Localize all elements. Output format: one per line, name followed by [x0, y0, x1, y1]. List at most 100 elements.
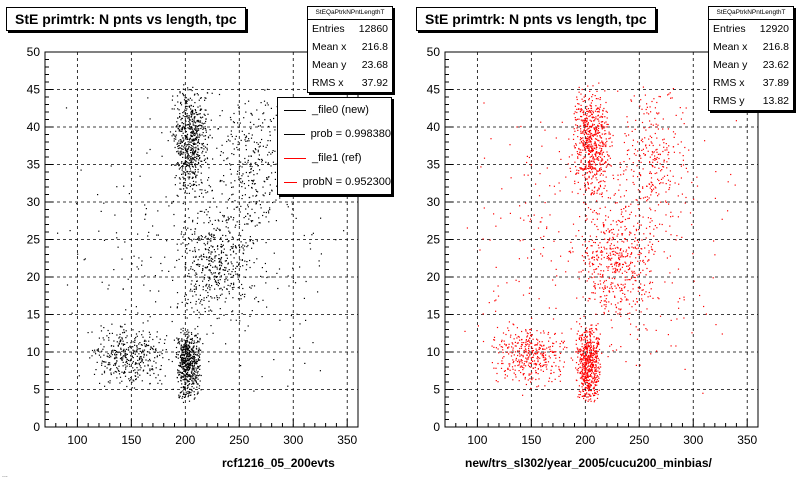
- scatter-point: [204, 114, 206, 116]
- scatter-point: [201, 258, 203, 261]
- scatter-point: [181, 397, 183, 399]
- scatter-point: [611, 257, 613, 259]
- scatter-point: [188, 118, 190, 120]
- scatter-point: [195, 294, 197, 296]
- scatter-point: [662, 118, 664, 120]
- scatter-point: [191, 386, 193, 388]
- scatter-point: [136, 371, 138, 373]
- scatter-point: [152, 338, 154, 341]
- scatter-point: [578, 350, 580, 352]
- scatter-point: [180, 359, 182, 361]
- scatter-point: [589, 141, 591, 143]
- scatter-point: [542, 330, 545, 332]
- scatter-point: [597, 159, 599, 161]
- scatter-point: [186, 336, 189, 338]
- scatter-point: [584, 166, 586, 168]
- scatter-point: [517, 364, 519, 367]
- scatter-point: [587, 400, 589, 402]
- scatter-point: [116, 341, 118, 343]
- scatter-point: [200, 179, 202, 181]
- scatter-point: [201, 272, 203, 274]
- scatter-point: [673, 151, 675, 153]
- scatter-point: [637, 204, 639, 206]
- scatter-point: [519, 362, 521, 364]
- scatter-point: [192, 268, 194, 271]
- scatter-point: [608, 301, 610, 303]
- scatter-point: [606, 286, 608, 288]
- scatter-point: [185, 344, 187, 347]
- scatter-point: [192, 188, 194, 190]
- scatter-point: [194, 93, 196, 95]
- scatter-point: [606, 151, 608, 153]
- scatter-point: [225, 278, 227, 280]
- scatter-point: [592, 110, 594, 112]
- scatter-point: [241, 166, 243, 168]
- scatter-point: [209, 263, 211, 265]
- scatter-point: [610, 223, 612, 226]
- scatter-point: [123, 185, 125, 187]
- scatter-point: [605, 110, 607, 112]
- scatter-point: [594, 153, 596, 155]
- scatter-point: [287, 385, 289, 387]
- scatter-point: [110, 345, 112, 347]
- scatter-point: [201, 160, 203, 162]
- scatter-point: [189, 363, 192, 366]
- scatter-point: [581, 373, 583, 375]
- scatter-point: [246, 246, 248, 248]
- scatter-point: [268, 221, 270, 223]
- scatter-point: [207, 237, 209, 239]
- scatter-point: [223, 314, 225, 316]
- scatter-point: [640, 139, 642, 142]
- scatter-point: [685, 196, 687, 199]
- scatter-point: [585, 389, 587, 392]
- scatter-point: [188, 335, 190, 337]
- scatter-point: [587, 363, 589, 365]
- scatter-point: [657, 113, 659, 115]
- scatter-point: [267, 154, 269, 156]
- scatter-point: [192, 138, 194, 140]
- scatter-point: [577, 396, 579, 398]
- scatter-point: [196, 129, 198, 131]
- scatter-point: [607, 269, 609, 271]
- scatter-point: [91, 355, 93, 357]
- scatter-point: [258, 146, 260, 148]
- scatter-point: [600, 121, 602, 123]
- scatter-point: [603, 270, 605, 272]
- scatter-point: [596, 225, 598, 228]
- scatter-point: [197, 372, 199, 374]
- scatter-point: [183, 84, 185, 86]
- scatter-point: [589, 129, 592, 131]
- scatter-point: [632, 162, 634, 164]
- scatter-point: [531, 351, 533, 353]
- scatter-point: [595, 251, 597, 253]
- scatter-point: [205, 285, 207, 287]
- scatter-point: [153, 372, 155, 375]
- scatter-point: [227, 241, 229, 243]
- scatter-point: [604, 233, 606, 235]
- scatter-point: [192, 295, 194, 297]
- scatter-point: [594, 392, 596, 394]
- scatter-point: [182, 353, 184, 356]
- scatter-point: [586, 382, 588, 384]
- scatter-point: [147, 365, 149, 367]
- scatter-point: [665, 183, 667, 185]
- scatter-point: [630, 99, 632, 101]
- scatter-point: [610, 303, 612, 305]
- scatter-point: [202, 196, 204, 198]
- scatter-point: [138, 331, 140, 333]
- scatter-point: [176, 306, 178, 308]
- scatter-point: [89, 357, 91, 359]
- scatter-point: [193, 340, 195, 342]
- scatter-point: [604, 162, 606, 164]
- scatter-point: [587, 136, 589, 138]
- scatter-point: [588, 399, 590, 401]
- scatter-point: [250, 164, 252, 166]
- scatter-point: [625, 135, 627, 137]
- scatter-point: [189, 394, 191, 396]
- scatter-point: [548, 380, 550, 382]
- scatter-point: [600, 160, 602, 162]
- scatter-point: [299, 323, 301, 325]
- scatter-point: [589, 140, 591, 142]
- scatter-point: [193, 132, 195, 134]
- scatter-point: [176, 143, 178, 145]
